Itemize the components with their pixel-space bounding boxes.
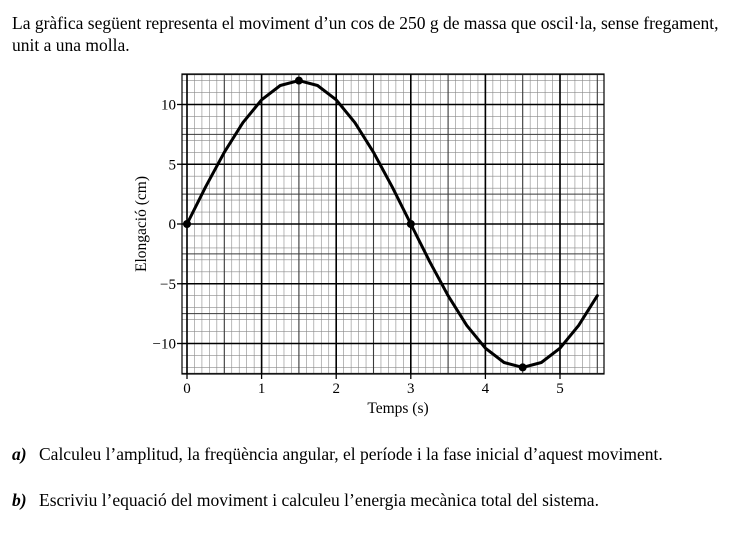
x-tick-label-4: 4 [482,381,490,397]
series-line-0 [185,79,599,369]
x-tick-label-2: 2 [332,381,340,397]
y-tick-label-0: 10 [161,98,176,114]
question-a-text: Calculeu l’amplitud, la freqüència angul… [39,444,663,464]
question-b: b) Escriviu l’equació del moviment i cal… [12,489,742,512]
x-axis-label: Temps (s) [367,400,428,417]
marked-point-3 [518,363,527,372]
question-a: a) Calculeu l’amplitud, la freqüència an… [12,443,742,466]
y-tick-label-4: −10 [153,337,176,353]
intro-text: La gràfica següent representa el movimen… [12,13,719,55]
x-tick-label-0: 0 [183,381,191,397]
question-b-letter: b) [12,490,27,510]
y-axis-label: Elongació (cm) [133,176,150,272]
y-tick-label-2: 0 [169,217,177,233]
question-b-text: Escriviu l’equació del moviment i calcul… [39,490,599,510]
x-tick-label-3: 3 [407,381,415,397]
marked-point-1 [294,76,303,85]
y-tick-label-3: −5 [160,277,176,293]
marked-point-2 [406,220,415,228]
marked-point-0 [183,220,191,228]
x-tick-label-5: 5 [556,381,564,397]
question-a-letter: a) [12,444,27,464]
x-tick-label-1: 1 [258,381,266,397]
elongation-time-chart: 0 1 2 3 4 5 10 5 0 −5 −10 Temps (s) Elongació (cm) [133,73,605,417]
y-tick-label-1: 5 [169,157,177,173]
